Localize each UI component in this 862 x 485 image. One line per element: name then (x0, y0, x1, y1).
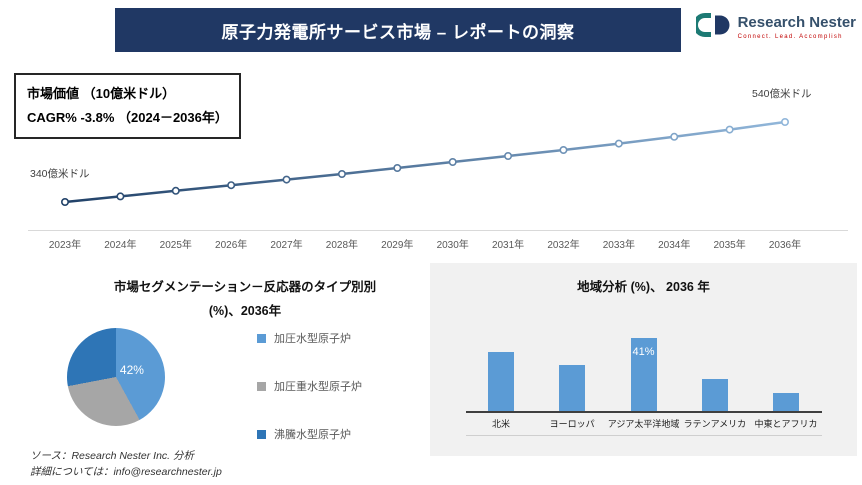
x-axis-label: 2025年 (159, 240, 192, 251)
bar-category-labels: 北米 ヨーロッパ アジア太平洋地域 ラテンアメリカ 中東とアフリカ (465, 413, 822, 436)
bar: 41% (630, 338, 657, 411)
data-point-marker (227, 181, 236, 190)
bar-column: 41% (608, 338, 679, 411)
bar-column (750, 393, 821, 411)
legend-swatch (257, 381, 266, 391)
reactor-type-pie-chart: 42% (67, 328, 165, 426)
x-axis-label: 2027年 (270, 240, 303, 251)
bar (488, 352, 515, 411)
bar (772, 393, 799, 411)
x-axis-label: 2028年 (325, 240, 359, 251)
x-axis-label: 2031年 (491, 240, 525, 251)
logo-tagline: Connect. Lead. Accomplish (737, 33, 843, 40)
page-title: 原子力発電所サービス市場 – レポートの洞察 (115, 8, 681, 52)
chart-axis-line (28, 230, 848, 231)
pie-chart-title: 市場セグメンテーション－反応器のタイプ別別 (%)、2036年 (113, 280, 377, 318)
bar (559, 365, 586, 411)
data-point-marker (614, 139, 623, 148)
research-nester-logo-icon (692, 12, 732, 43)
bar-value-label: 41% (632, 346, 655, 358)
bar-category-label: ヨーロッパ (549, 419, 595, 429)
x-axis-label: 2033年 (602, 240, 635, 251)
legend-swatch (257, 429, 266, 439)
legend-swatch (257, 333, 266, 343)
data-point-marker (171, 186, 180, 195)
data-point-marker (504, 151, 513, 160)
bar-column (679, 379, 750, 411)
footer-source: ソース：Research Nester Inc. 分析 (30, 450, 195, 462)
pie-legend: 加圧水型原子炉 加圧重水型原子炉 沸騰水型原子炉 (257, 330, 362, 474)
bar-column (537, 365, 608, 411)
x-axis-label: 2036年 (768, 240, 802, 251)
legend-item: 加圧水型原子炉 (257, 330, 362, 346)
research-nester-logo: Research Nester Connect. Lead. Accomplis… (692, 12, 856, 43)
legend-label: 加圧水型原子炉 (274, 333, 351, 345)
data-point-marker (116, 192, 125, 201)
x-axis-label: 2026年 (215, 240, 248, 251)
x-axis-label: 2029年 (381, 240, 414, 251)
footer: ソース：Research Nester Inc. 分析 詳細については：info… (30, 448, 222, 481)
market-trend-line (64, 120, 786, 204)
bar-column (466, 352, 537, 411)
footer-details: 詳細については：info@researchnester.jp (30, 466, 222, 479)
data-point-marker (60, 198, 69, 207)
pie-slice-label: 42% (119, 363, 144, 378)
cagr-label: CAGR% -3.8% （2024－2036年） (27, 110, 228, 126)
x-axis-labels: 2023年 2024年 2025年 2026年 2027年 2028年 2029年 2030年… (0, 236, 862, 251)
data-point-marker (559, 145, 568, 154)
market-value-box: 市場価値 （10億米ドル） CAGR% -3.8% （2024－2036年） (14, 73, 241, 140)
market-line-chart (60, 117, 789, 207)
x-axis-label: 2024年 (104, 240, 137, 251)
data-point-marker (393, 164, 402, 173)
bar (701, 379, 728, 411)
logo-name: Research Nester (737, 14, 856, 32)
legend-label: 沸騰水型原子炉 (274, 429, 351, 441)
data-point-marker (670, 132, 679, 141)
x-axis-label: 2035年 (713, 240, 746, 251)
regional-analysis-panel: 地域分析 (%)、 2036 年 41% 北米 ヨーロッパ アジア太平洋地域 ラテンア… (430, 263, 857, 456)
data-point-marker (448, 157, 457, 166)
legend-item: 沸騰水型原子炉 (257, 426, 362, 442)
regional-bar-chart: 41% (465, 331, 822, 413)
x-axis-label: 2030年 (436, 240, 469, 251)
bar-category-label: アジア太平洋地域 (607, 419, 680, 429)
data-point-marker (725, 125, 734, 134)
bar-category-label: 北米 (492, 419, 511, 429)
data-point-marker (282, 175, 291, 184)
line-chart-start-value: 340億米ドル (30, 168, 90, 180)
legend-label: 加圧重水型原子炉 (274, 381, 362, 393)
bar-category-label: ラテンアメリカ (683, 419, 747, 429)
legend-item: 加圧重水型原子炉 (257, 378, 362, 394)
data-point-marker (337, 170, 346, 179)
market-value-label: 市場価値 （10億米ドル） (27, 86, 176, 101)
x-axis-label: 2023年 (48, 240, 82, 251)
line-chart-end-value: 540億米ドル (752, 88, 812, 100)
x-axis-label: 2032年 (547, 240, 580, 251)
x-axis-label: 2034年 (658, 240, 691, 251)
data-point-marker (780, 117, 789, 126)
bar-chart-title: 地域分析 (%)、 2036 年 (577, 280, 710, 294)
bar-category-label: 中東とアフリカ (754, 419, 818, 429)
